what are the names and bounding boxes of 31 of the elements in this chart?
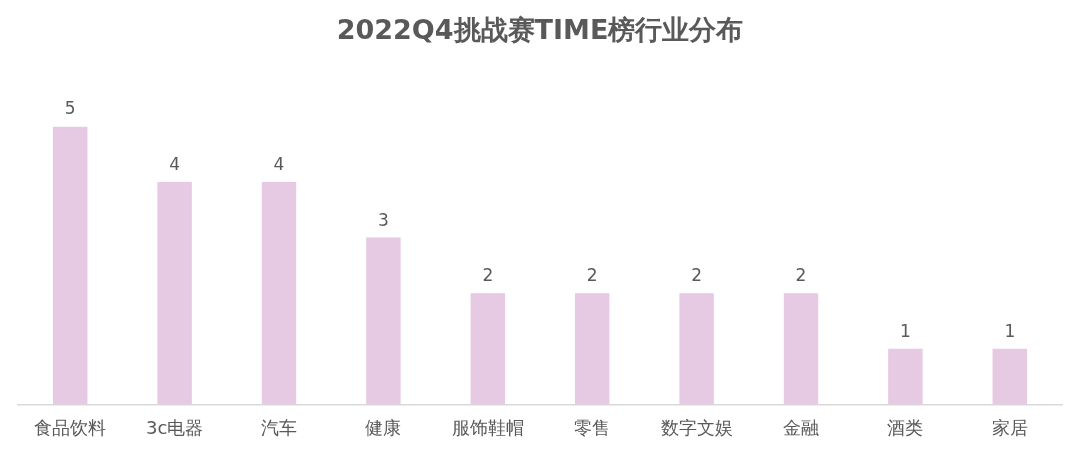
- x-tick-label: 家居: [991, 416, 1028, 438]
- x-tick-label: 零售: [574, 416, 611, 438]
- data-label: 2: [795, 265, 807, 286]
- data-label: 2: [482, 265, 494, 286]
- x-tick-label: 金融: [783, 416, 819, 438]
- bar: [261, 182, 297, 405]
- x-tick-label: 服饰鞋帽: [451, 416, 524, 438]
- x-tick-label: 3c电器: [145, 416, 204, 438]
- bar: [992, 348, 1028, 405]
- data-label: 4: [273, 153, 285, 174]
- x-tick-label: 数字文娱: [660, 416, 733, 438]
- bar: [157, 182, 192, 405]
- bar: [679, 293, 714, 405]
- data-label: 2: [586, 265, 598, 286]
- bar: [470, 293, 506, 405]
- bar: [52, 126, 88, 405]
- data-label: 5: [64, 98, 76, 119]
- x-tick-label: 汽车: [261, 416, 297, 438]
- data-label: 1: [1004, 320, 1016, 341]
- bar: [888, 348, 923, 405]
- x-tick-label: 健康: [365, 416, 402, 438]
- bar: [366, 237, 401, 405]
- data-label: 3: [377, 209, 389, 230]
- x-tick-label: 酒类: [887, 416, 924, 438]
- data-label: 1: [899, 320, 911, 341]
- x-tick-label: 食品饮料: [34, 416, 107, 438]
- data-label: 4: [169, 153, 181, 174]
- bar: [783, 293, 819, 405]
- bar: [574, 293, 610, 405]
- chart-title: 2022Q4挑战赛TIME榜行业分布: [336, 14, 744, 46]
- data-label: 2: [691, 265, 703, 286]
